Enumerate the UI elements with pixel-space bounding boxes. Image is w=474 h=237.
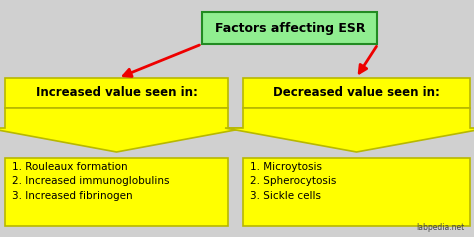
Text: Decreased value seen in:: Decreased value seen in: [273, 87, 440, 100]
Polygon shape [0, 108, 246, 152]
FancyBboxPatch shape [243, 158, 470, 226]
FancyBboxPatch shape [5, 78, 228, 108]
FancyBboxPatch shape [5, 158, 228, 226]
Text: Factors affecting ESR: Factors affecting ESR [215, 22, 365, 35]
FancyBboxPatch shape [202, 12, 377, 44]
Text: Increased value seen in:: Increased value seen in: [36, 87, 198, 100]
Text: 1. Rouleaux formation
2. Increased immunoglobulins
3. Increased fibrinogen: 1. Rouleaux formation 2. Increased immun… [12, 162, 170, 201]
Text: labpedia.net: labpedia.net [417, 223, 465, 232]
Text: 1. Microytosis
2. Spherocytosis
3. Sickle cells: 1. Microytosis 2. Spherocytosis 3. Sickl… [250, 162, 337, 201]
FancyBboxPatch shape [243, 78, 470, 108]
Polygon shape [225, 108, 474, 152]
